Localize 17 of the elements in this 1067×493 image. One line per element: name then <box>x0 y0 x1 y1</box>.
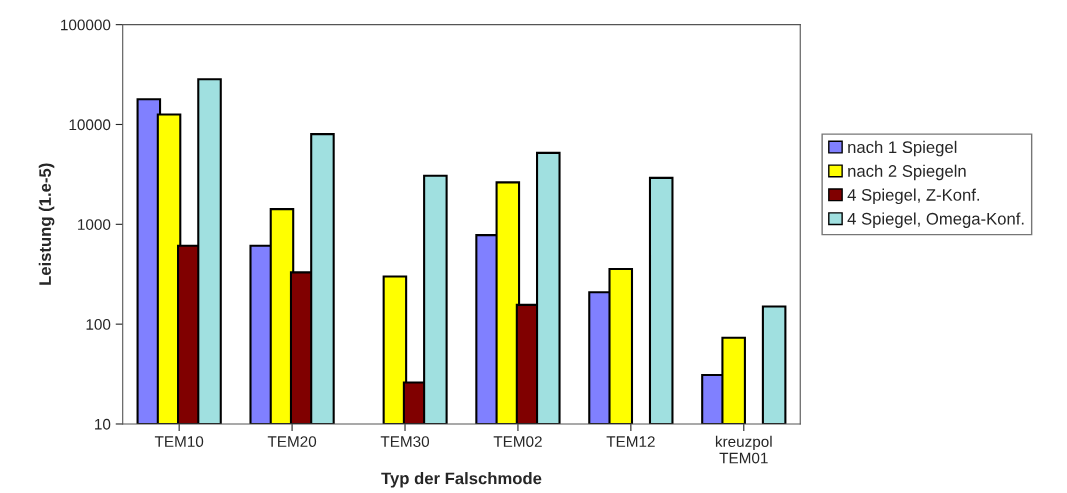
x-tick-label: TEM20 <box>267 436 317 448</box>
x-axis-title: Typ der Falschmode <box>381 472 542 488</box>
y-axis-title: Leistung (1.e-5) <box>38 163 55 285</box>
y-tick-label: 10 <box>95 418 111 430</box>
x-tick-label: TEM12 <box>606 436 655 447</box>
legend-label: 4 Spiegel, Omega-Konf. <box>847 212 1024 228</box>
legend-label: 4 Spiegel, Z-Konf. <box>847 188 980 205</box>
y-tick-label: 1000 <box>78 219 111 230</box>
legend-label: nach 1 Spiegel <box>848 140 957 157</box>
legend-label: nach 2 Spiegeln <box>848 164 966 181</box>
y-tick-label: 100 <box>86 319 111 330</box>
x-tick-label: TEM30 <box>380 436 430 448</box>
x-tick-label: TEM10 <box>154 436 204 448</box>
y-tick-label: 10000 <box>69 119 111 131</box>
y-tick-label: 100000 <box>61 19 111 31</box>
x-tick-label: TEM02 <box>493 436 542 448</box>
x-tick-label: kreuzpol TEM01 <box>715 435 772 464</box>
